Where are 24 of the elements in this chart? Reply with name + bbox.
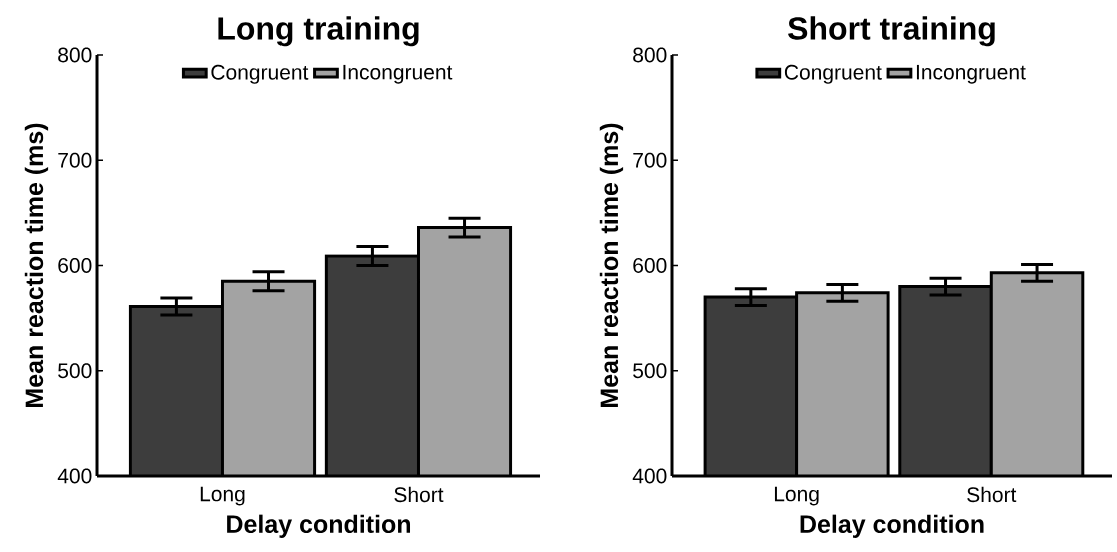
y-tick-label: 500 (633, 363, 667, 379)
legend-label: Incongruent (343, 64, 453, 84)
x-tick-label: Short (394, 486, 444, 503)
y-tick-label: 800 (58, 47, 92, 63)
chart-title: Short training (788, 16, 995, 47)
y-tick-label: 400 (57, 468, 92, 484)
y-tick-label: 600 (58, 258, 92, 273)
chart-title: Long training (218, 16, 419, 47)
y-tick-label: 600 (633, 258, 667, 273)
x-tick-label: Long (774, 486, 819, 506)
legend-label: Congruent (784, 64, 882, 84)
legend-label: Incongruent (916, 64, 1026, 84)
y-axis-title: Mean reaction time (ms) (599, 123, 624, 407)
y-tick-label: 500 (58, 363, 92, 379)
y-tick-label: 700 (58, 152, 92, 168)
y-tick-label: 700 (633, 152, 667, 168)
y-tick-label: 400 (632, 468, 667, 484)
x-axis-title: Delay condition (800, 514, 984, 538)
y-tick-label: 800 (633, 47, 667, 63)
x-axis-title: Delay condition (227, 514, 411, 538)
legend-label: Congruent (211, 64, 309, 84)
x-tick-label: Long (200, 486, 245, 506)
y-axis-title: Mean reaction time (ms) (24, 123, 49, 407)
x-tick-label: Short (967, 486, 1017, 503)
